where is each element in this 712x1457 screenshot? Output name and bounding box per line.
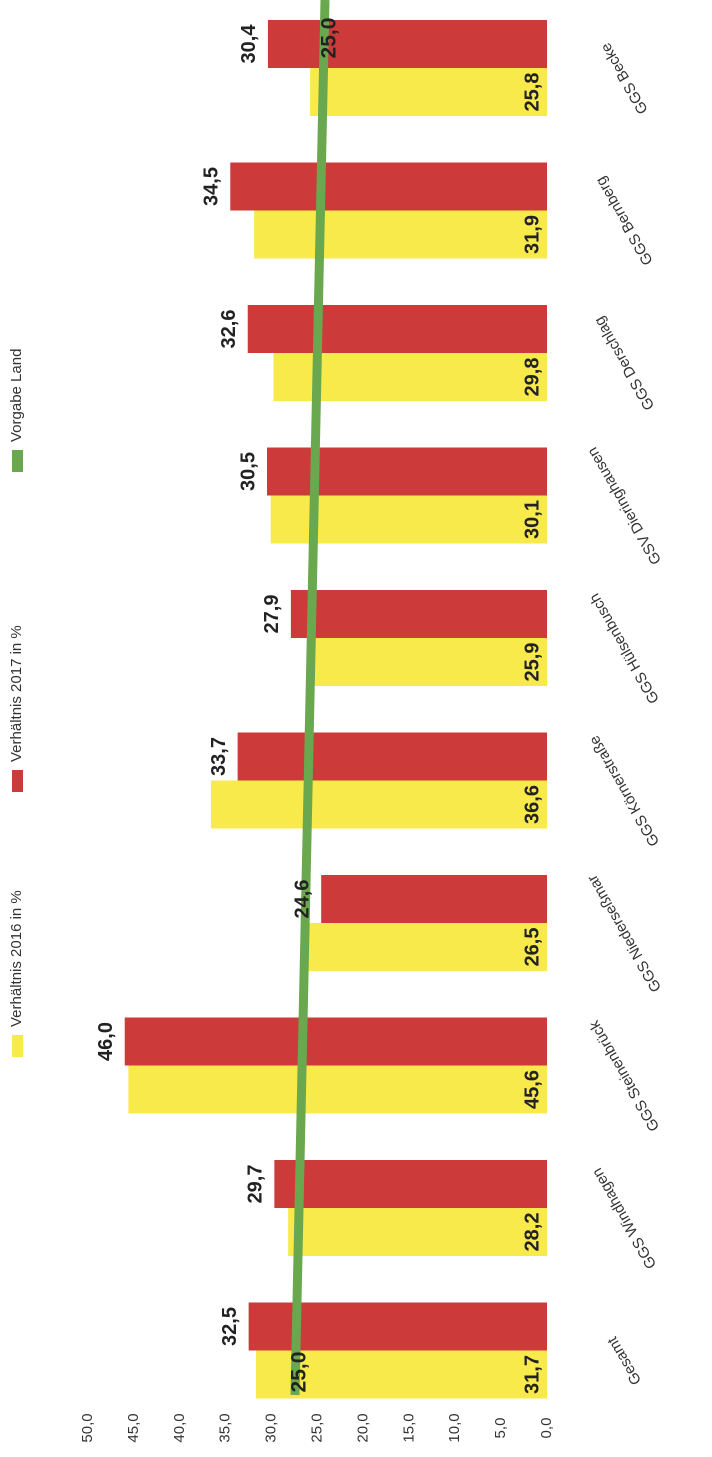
bar-2016 xyxy=(288,1208,547,1256)
bar-2016 xyxy=(310,68,547,116)
data-labels-group: 30,4 25,8 34,5 31,9 32,6 29,8 30,5 30,1 27,9 25,9… xyxy=(95,18,543,1394)
bar-2017 xyxy=(321,875,547,923)
bars-group xyxy=(124,20,548,1399)
data-label-2017: 32,5 xyxy=(219,1307,241,1346)
category-label: GGS Körnerstraße xyxy=(586,732,663,849)
data-label-2016: 31,7 xyxy=(521,1355,543,1394)
y-tick-label: 40,0 xyxy=(171,1413,188,1442)
data-label-2017: 46,0 xyxy=(95,1022,117,1061)
y-tick-label: 5,0 xyxy=(492,1418,509,1439)
category-labels-group: GGS Becke GGS Bernberg GGS Derschlag GSV Di… xyxy=(584,40,665,1388)
y-tick-label: 45,0 xyxy=(125,1413,142,1442)
data-label-2017: 24,6 xyxy=(291,880,313,919)
category-label: GGS Becke xyxy=(597,40,651,117)
category-label: GGS Steinenbrück xyxy=(586,1017,664,1134)
data-label-2017: 27,9 xyxy=(261,595,283,634)
category-label: GGS Hülsenbusch xyxy=(586,590,663,706)
data-label-2016: 30,1 xyxy=(521,500,543,539)
bar-2016 xyxy=(254,210,547,259)
data-label-2016: 45,6 xyxy=(521,1070,543,1109)
y-tick-label: 25,0 xyxy=(308,1413,325,1442)
bar-2016 xyxy=(255,1350,547,1399)
bar-2017 xyxy=(124,1017,547,1066)
bar-2017 xyxy=(267,447,547,496)
data-label-2017: 30,4 xyxy=(238,24,260,64)
y-tick-label: 30,0 xyxy=(263,1413,280,1442)
reference-line-vorgabe-land xyxy=(290,0,330,1396)
bar-2016 xyxy=(211,780,547,829)
bar-2017 xyxy=(237,732,547,781)
bar-2016 xyxy=(303,923,547,971)
bar-2017 xyxy=(247,305,547,353)
reference-line-group xyxy=(290,0,330,1396)
category-label: GGS Windhagen xyxy=(589,1165,660,1272)
category-label: GSV Dieringhausen xyxy=(584,444,665,567)
bar-2017 xyxy=(274,1160,547,1208)
y-tick-label: 35,0 xyxy=(217,1413,234,1442)
y-tick-label: 50,0 xyxy=(79,1413,96,1442)
reference-label-bottom: 25,0 xyxy=(288,1352,311,1393)
category-label: Gesamt xyxy=(604,1333,645,1388)
bar-2016 xyxy=(128,1065,547,1114)
data-label-2016: 36,6 xyxy=(521,785,543,824)
reference-label-top: 25,0 xyxy=(318,18,341,59)
bar-2017 xyxy=(267,20,547,68)
bar-2017 xyxy=(230,162,548,211)
legend-swatch xyxy=(12,1035,23,1057)
data-label-2016: 26,5 xyxy=(521,928,543,967)
legend-label: Verhältnis 2016 in % xyxy=(8,890,25,1027)
category-label: GGS Niederseßmar xyxy=(584,872,665,995)
bar-2017 xyxy=(290,590,547,638)
data-label-2016: 25,9 xyxy=(521,643,543,682)
legend-label: Verhältnis 2017 in % xyxy=(8,625,25,762)
legend-swatch xyxy=(12,770,23,792)
data-label-2017: 34,5 xyxy=(201,167,223,206)
chart-legend: Verhältnis 2016 in % Verhältnis 2017 in %… xyxy=(8,349,25,1057)
data-label-2016: 29,8 xyxy=(521,358,543,397)
legend-swatch xyxy=(12,450,23,472)
data-label-2017: 32,6 xyxy=(218,310,240,349)
data-label-2016: 28,2 xyxy=(521,1213,543,1252)
category-label: GGS Bernberg xyxy=(592,174,656,268)
data-label-2017: 33,7 xyxy=(208,737,230,776)
data-label-2016: 31,9 xyxy=(521,215,543,254)
y-tick-label: 20,0 xyxy=(354,1413,371,1442)
legend-label: Vorgabe Land xyxy=(8,349,25,442)
data-label-2017: 29,7 xyxy=(245,1165,267,1204)
y-tick-label: 0,0 xyxy=(538,1418,555,1439)
category-label: GGS Derschlag xyxy=(591,314,658,413)
data-label-2016: 25,8 xyxy=(521,73,543,112)
value-axis-ticks: 0,0 5,0 10,0 15,0 20,0 25,0 30,0 35,0 40,0 45,0 50… xyxy=(79,1413,555,1442)
y-tick-label: 15,0 xyxy=(400,1413,417,1442)
y-tick-label: 10,0 xyxy=(446,1413,463,1442)
data-label-2017: 30,5 xyxy=(237,452,259,491)
bar-2016 xyxy=(309,638,547,686)
